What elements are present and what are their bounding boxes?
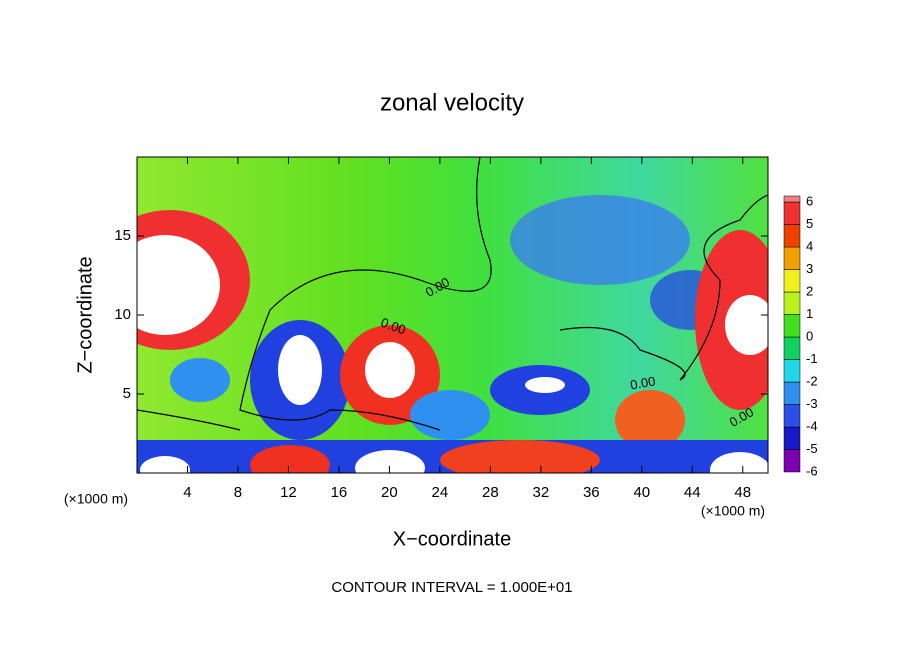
y-tick-label: 15: [114, 227, 131, 244]
x-tick-label: 28: [482, 484, 499, 501]
y-tick-label: 5: [123, 385, 131, 402]
footer: CONTOUR INTERVAL = 1.000E+01: [331, 579, 572, 596]
colorbar-box: [783, 269, 801, 293]
x-tick-label: 12: [280, 484, 297, 501]
colorbar-label: -5: [806, 441, 818, 456]
colorbar-label: -2: [806, 373, 818, 388]
colorbar-label: 1: [806, 306, 813, 321]
field: [137, 157, 768, 473]
x-unit: (×1000 m): [64, 491, 128, 507]
colorbar-box: [783, 195, 801, 203]
colorbar-label: -4: [806, 418, 818, 433]
colorbar-box: [783, 224, 801, 248]
colorbar-box: [783, 381, 801, 405]
contour-label: 0.00: [629, 373, 657, 392]
x-tick-label: 24: [432, 484, 449, 501]
x-tick-label: 48: [734, 484, 751, 501]
colorbar-box: [783, 314, 801, 338]
colorbar-label: 5: [806, 216, 813, 231]
colorbar-box: [783, 246, 801, 270]
colorbar-box: [783, 449, 801, 473]
y-axis-label: Z−coordinate: [74, 256, 96, 373]
y-tick-label: 10: [114, 306, 131, 323]
colorbar-label: 6: [806, 193, 813, 208]
colorbar-label: 0: [806, 328, 813, 343]
x-tick-label: 32: [532, 484, 549, 501]
x-tick-label: 16: [331, 484, 348, 501]
x-tick-label: 8: [234, 484, 242, 501]
colorbar-label: -1: [806, 351, 818, 366]
colorbar-label: -6: [806, 463, 818, 478]
colorbar-box: [783, 404, 801, 428]
x-tick-label: 40: [633, 484, 650, 501]
colorbar-box: [783, 201, 801, 225]
colorbar-box: [783, 291, 801, 315]
x-unit: (×1000 m): [701, 503, 765, 519]
colorbar-box: [783, 359, 801, 383]
x-tick-label: 20: [381, 484, 398, 501]
colorbar-label: 3: [806, 261, 813, 276]
chart-title: zonal velocity: [380, 89, 524, 116]
x-tick-label: 4: [183, 484, 191, 501]
colorbar-label: 2: [806, 283, 813, 298]
x-axis-label: X−coordinate: [393, 528, 511, 550]
colorbar-box: [783, 426, 801, 450]
x-tick-label: 36: [583, 484, 600, 501]
colorbar-label: 4: [806, 238, 813, 253]
colorbar-box: [783, 336, 801, 360]
colorbar-label: -3: [806, 396, 818, 411]
x-tick-label: 44: [684, 484, 701, 501]
